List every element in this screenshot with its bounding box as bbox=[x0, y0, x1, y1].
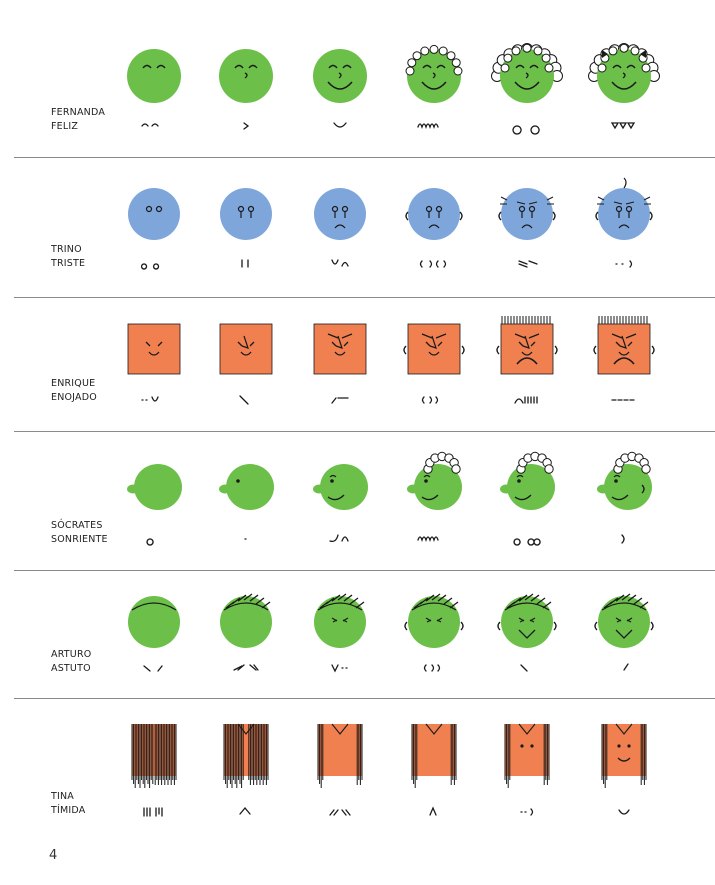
stroke-hint-fernanda-step-3 bbox=[302, 118, 378, 134]
face-drawing-socrates-step-1 bbox=[116, 447, 192, 517]
character-name-arturo: ARTURO ASTUTO bbox=[51, 648, 91, 676]
stroke-hint-enrique-step-4 bbox=[396, 392, 472, 408]
stroke-hint-tina-step-5 bbox=[489, 804, 565, 820]
face-drawing-enrique-step-5 bbox=[489, 312, 565, 382]
stroke-hint-enrique-step-1 bbox=[116, 392, 192, 408]
stroke-hint-socrates-step-6 bbox=[586, 531, 662, 547]
face-drawing-socrates-step-6 bbox=[586, 447, 662, 517]
face-drawing-enrique-step-4 bbox=[396, 312, 472, 382]
character-first-name: ARTURO bbox=[51, 649, 92, 660]
character-last-name: FELIZ bbox=[51, 121, 79, 132]
stroke-hint-trino-step-5 bbox=[489, 256, 565, 272]
stroke-hint-tina-step-1 bbox=[116, 804, 192, 820]
stroke-hint-socrates-step-2 bbox=[208, 531, 284, 547]
stroke-hint-arturo-step-3 bbox=[302, 660, 378, 676]
stroke-hint-tina-step-4 bbox=[396, 804, 472, 820]
character-name-enrique: ENRIQUE ENOJADO bbox=[51, 377, 97, 405]
character-name-socrates: SÓCRATES SONRIENTE bbox=[51, 519, 108, 547]
face-drawing-trino-step-1 bbox=[116, 176, 192, 246]
row-divider bbox=[14, 157, 715, 158]
face-drawing-fernanda-step-6 bbox=[586, 38, 662, 108]
character-last-name: ASTUTO bbox=[51, 663, 91, 674]
stroke-hint-enrique-step-6 bbox=[586, 392, 662, 408]
face-drawing-fernanda-step-5 bbox=[489, 38, 565, 108]
face-drawing-socrates-step-3 bbox=[302, 447, 378, 517]
face-drawing-trino-step-5 bbox=[489, 176, 565, 246]
face-drawing-tina-step-2 bbox=[208, 714, 284, 788]
face-drawing-tina-step-3 bbox=[302, 714, 378, 788]
face-drawing-arturo-step-6 bbox=[586, 582, 662, 652]
character-name-tina: TINA TÍMIDA bbox=[51, 790, 85, 818]
face-drawing-arturo-step-4 bbox=[396, 582, 472, 652]
face-drawing-tina-step-1 bbox=[116, 714, 192, 788]
stroke-hint-fernanda-step-2 bbox=[208, 118, 284, 134]
stroke-hint-trino-step-3 bbox=[302, 256, 378, 272]
face-drawing-enrique-step-3 bbox=[302, 312, 378, 382]
face-drawing-fernanda-step-3 bbox=[302, 38, 378, 108]
stroke-hint-socrates-step-1 bbox=[116, 531, 192, 547]
face-drawing-socrates-step-5 bbox=[489, 447, 565, 517]
face-drawing-arturo-step-1 bbox=[116, 582, 192, 652]
row-divider bbox=[14, 570, 715, 571]
row-divider bbox=[14, 431, 715, 432]
stroke-hint-tina-step-3 bbox=[302, 804, 378, 820]
face-drawing-fernanda-step-2 bbox=[208, 38, 284, 108]
face-drawing-tina-step-5 bbox=[489, 714, 565, 788]
character-last-name: TRISTE bbox=[51, 258, 86, 269]
face-drawing-tina-step-6 bbox=[586, 714, 662, 788]
stroke-hint-trino-step-4 bbox=[396, 256, 472, 272]
face-drawing-arturo-step-5 bbox=[489, 582, 565, 652]
stroke-hint-trino-step-6 bbox=[586, 256, 662, 272]
stroke-hint-socrates-step-3 bbox=[302, 531, 378, 547]
stroke-hint-enrique-step-3 bbox=[302, 392, 378, 408]
face-drawing-enrique-step-1 bbox=[116, 312, 192, 382]
stroke-hint-tina-step-6 bbox=[586, 804, 662, 820]
stroke-hint-trino-step-1 bbox=[116, 256, 192, 272]
stroke-hint-arturo-step-1 bbox=[116, 660, 192, 676]
stroke-hint-arturo-step-2 bbox=[208, 660, 284, 676]
stroke-hint-fernanda-step-1 bbox=[116, 118, 192, 134]
stroke-hint-arturo-step-4 bbox=[396, 660, 472, 676]
character-first-name: TINA bbox=[51, 791, 75, 802]
stroke-hint-tina-step-2 bbox=[208, 804, 284, 820]
stroke-hint-socrates-step-5 bbox=[489, 531, 565, 547]
face-drawing-trino-step-4 bbox=[396, 176, 472, 246]
face-drawing-fernanda-step-4 bbox=[396, 38, 472, 108]
character-last-name: ENOJADO bbox=[51, 392, 97, 403]
stroke-hint-enrique-step-5 bbox=[489, 392, 565, 408]
page-number: 4 bbox=[49, 848, 58, 863]
face-drawing-arturo-step-3 bbox=[302, 582, 378, 652]
stroke-hint-fernanda-step-6 bbox=[586, 118, 662, 134]
face-drawing-fernanda-step-1 bbox=[116, 38, 192, 108]
character-name-fernanda: FERNANDA FELIZ bbox=[51, 106, 105, 134]
stroke-hint-socrates-step-4 bbox=[396, 531, 472, 547]
character-first-name: FERNANDA bbox=[51, 107, 106, 118]
stroke-hint-arturo-step-5 bbox=[489, 660, 565, 676]
face-drawing-enrique-step-6 bbox=[586, 312, 662, 382]
row-divider bbox=[14, 698, 715, 699]
stroke-hint-trino-step-2 bbox=[208, 256, 284, 272]
face-drawing-tina-step-4 bbox=[396, 714, 472, 788]
face-drawing-socrates-step-4 bbox=[396, 447, 472, 517]
row-divider bbox=[14, 297, 715, 298]
stroke-hint-enrique-step-2 bbox=[208, 392, 284, 408]
character-name-trino: TRINO TRISTE bbox=[51, 243, 85, 271]
character-first-name: ENRIQUE bbox=[51, 378, 96, 389]
stroke-hint-fernanda-step-5 bbox=[489, 118, 565, 135]
face-drawing-trino-step-2 bbox=[208, 176, 284, 246]
face-drawing-socrates-step-2 bbox=[208, 447, 284, 517]
stroke-hint-fernanda-step-4 bbox=[396, 118, 472, 134]
stroke-hint-arturo-step-6 bbox=[586, 660, 662, 676]
face-drawing-trino-step-6 bbox=[586, 176, 662, 246]
character-last-name: TÍMIDA bbox=[51, 805, 86, 816]
character-first-name: SÓCRATES bbox=[51, 520, 103, 531]
face-drawing-trino-step-3 bbox=[302, 176, 378, 246]
character-last-name: SONRIENTE bbox=[51, 534, 108, 545]
face-drawing-arturo-step-2 bbox=[208, 582, 284, 652]
face-drawing-enrique-step-2 bbox=[208, 312, 284, 382]
character-first-name: TRINO bbox=[51, 244, 82, 255]
